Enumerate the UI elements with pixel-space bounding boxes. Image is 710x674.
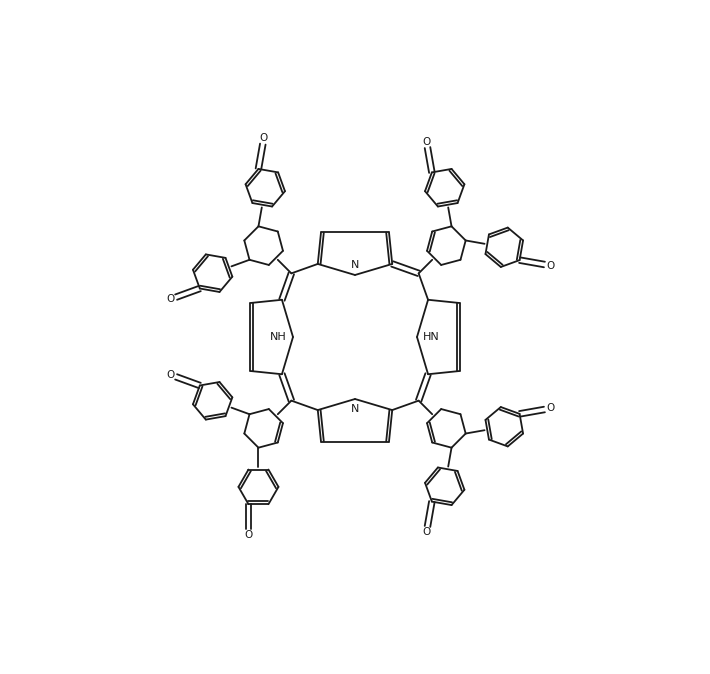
Text: O: O xyxy=(546,404,555,413)
Text: O: O xyxy=(260,133,268,143)
Text: O: O xyxy=(166,294,175,304)
Text: NH: NH xyxy=(271,332,287,342)
Text: O: O xyxy=(422,527,430,537)
Text: N: N xyxy=(351,404,359,414)
Text: O: O xyxy=(546,261,555,270)
Text: O: O xyxy=(244,530,253,541)
Text: O: O xyxy=(166,370,175,380)
Text: O: O xyxy=(422,137,430,147)
Text: N: N xyxy=(351,260,359,270)
Text: HN: HN xyxy=(423,332,439,342)
